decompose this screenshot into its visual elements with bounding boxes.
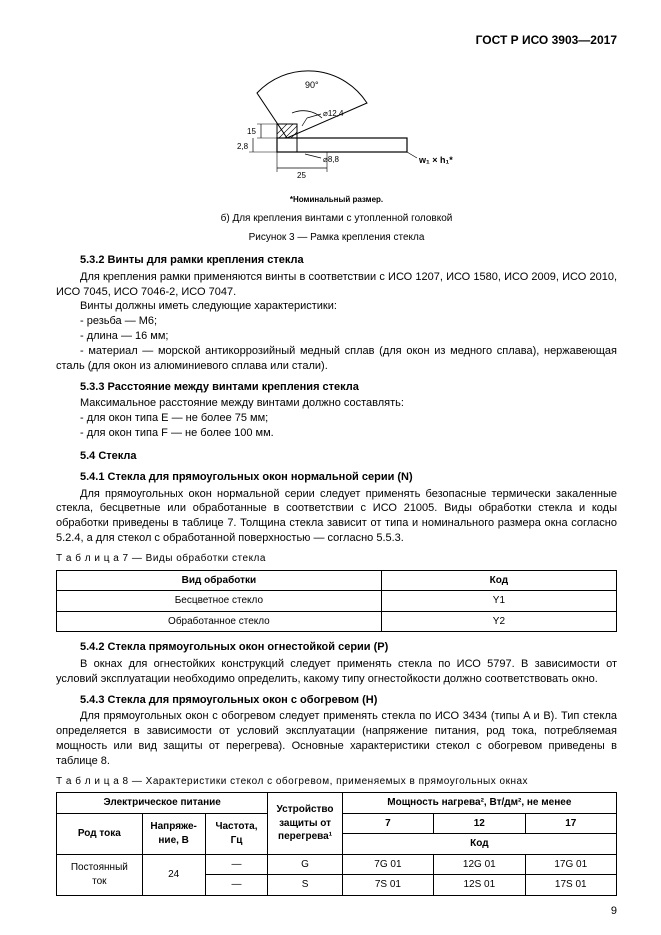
dia1-label: ⌀12,4 bbox=[323, 109, 344, 118]
table8-caption-word: Т а б л и ц а bbox=[56, 776, 119, 787]
t8-12s: 12S 01 bbox=[434, 875, 525, 896]
right-label: w₁ × h₁* bbox=[418, 155, 453, 165]
t8-h-voltage: Напряже- ние, В bbox=[142, 813, 205, 854]
t8-h-7: 7 bbox=[342, 813, 433, 834]
t8-17g: 17G 01 bbox=[525, 854, 616, 875]
para-543-1: Для прямоугольных окон с обогревом следу… bbox=[56, 709, 617, 768]
figure-3: 90° ⌀12,4 ⌀8,8 15 2 bbox=[56, 58, 617, 245]
t7-r2c1: Обработанное стекло bbox=[57, 611, 382, 632]
heading-5-4-2: 5.4.2 Стекла прямоугольных окон огнестой… bbox=[56, 640, 617, 655]
t8-17s: 17S 01 bbox=[525, 875, 616, 896]
table8-caption-rest: 8 — Характеристики стекол с обогревом, п… bbox=[119, 776, 528, 787]
standard-header: ГОСТ Р ИСО 3903—2017 bbox=[56, 32, 617, 48]
figure-title: Рисунок 3 — Рамка крепления стекла bbox=[56, 231, 617, 245]
bottom-dim: 25 bbox=[297, 171, 306, 180]
li-533-1: - для окон типа E — не более 75 мм; bbox=[56, 411, 617, 426]
left-dim1: 15 bbox=[247, 127, 256, 136]
t8-7s: 7S 01 bbox=[342, 875, 433, 896]
t8-h-heat: Мощность нагрева², Вт/дм², не менее bbox=[342, 793, 616, 814]
t7-r2c2: Y2 bbox=[381, 611, 616, 632]
heading-5-4-3: 5.4.3 Стекла для прямоугольных окон с об… bbox=[56, 693, 617, 708]
t8-12g: 12G 01 bbox=[434, 854, 525, 875]
figure-note: *Номинальный размер. bbox=[56, 195, 617, 206]
t7-h2: Код bbox=[381, 570, 616, 591]
dia2-label: ⌀8,8 bbox=[323, 155, 339, 164]
t8-h-12: 12 bbox=[434, 813, 525, 834]
t8-h-protect: Устройство защиты от перегрева¹ bbox=[268, 793, 342, 855]
page-number: 9 bbox=[611, 904, 617, 919]
angle-label: 90° bbox=[305, 80, 319, 90]
table-7: Вид обработки Код Бесцветное стекло Y1 О… bbox=[56, 570, 617, 633]
li-532-2: - длина — 16 мм; bbox=[56, 329, 617, 344]
t7-h1: Вид обработки bbox=[57, 570, 382, 591]
t8-dash-1: — bbox=[205, 854, 268, 875]
t8-h-freq: Частота, Гц bbox=[205, 813, 268, 854]
t8-h-current: Род тока bbox=[57, 813, 143, 854]
para-542-1: В окнах для огнестойких конструкций след… bbox=[56, 657, 617, 687]
t7-r1c1: Бесцветное стекло bbox=[57, 591, 382, 612]
table8-caption: Т а б л и ц а 8 — Характеристики стекол … bbox=[56, 775, 617, 789]
t8-g: G bbox=[268, 854, 342, 875]
li-532-1: - резьба — М6; bbox=[56, 314, 617, 329]
li-532-3: - материал — морской антикоррозийный мед… bbox=[56, 344, 617, 374]
heading-5-4-1: 5.4.1 Стекла для прямоугольных окон норм… bbox=[56, 470, 617, 485]
para-532-2: Винты должны иметь следующие характерист… bbox=[56, 299, 617, 314]
heading-5-3-2: 5.3.2 Винты для рамки крепления стекла bbox=[56, 253, 617, 268]
t8-24: 24 bbox=[142, 854, 205, 895]
left-dim2: 2,8 bbox=[237, 142, 249, 151]
para-533-1: Максимальное расстояние между винтами до… bbox=[56, 396, 617, 411]
figure-caption-b: б) Для крепления винтами с утопленной го… bbox=[56, 212, 617, 226]
table7-caption-word: Т а б л и ц а bbox=[56, 553, 119, 564]
t8-h-power: Электрическое питание bbox=[57, 793, 268, 814]
t8-s: S bbox=[268, 875, 342, 896]
t8-7g: 7G 01 bbox=[342, 854, 433, 875]
t7-r1c2: Y1 bbox=[381, 591, 616, 612]
t8-h-code: Код bbox=[342, 834, 616, 855]
t8-dc: Постоянный ток bbox=[57, 854, 143, 895]
para-532-1: Для крепления рамки применяются винты в … bbox=[56, 270, 617, 300]
heading-5-4: 5.4 Стекла bbox=[56, 449, 617, 464]
t8-dash-2: — bbox=[205, 875, 268, 896]
table-8: Электрическое питание Устройство защиты … bbox=[56, 792, 617, 896]
table7-caption: Т а б л и ц а 7 — Виды обработки стекла bbox=[56, 552, 617, 566]
para-541-1: Для прямоугольных окон нормальной серии … bbox=[56, 487, 617, 546]
heading-5-3-3: 5.3.3 Расстояние между винтами крепления… bbox=[56, 380, 617, 395]
t8-h-17: 17 bbox=[525, 813, 616, 834]
table7-caption-rest: 7 — Виды обработки стекла bbox=[119, 553, 266, 564]
li-533-2: - для окон типа F — не более 100 мм. bbox=[56, 426, 617, 441]
